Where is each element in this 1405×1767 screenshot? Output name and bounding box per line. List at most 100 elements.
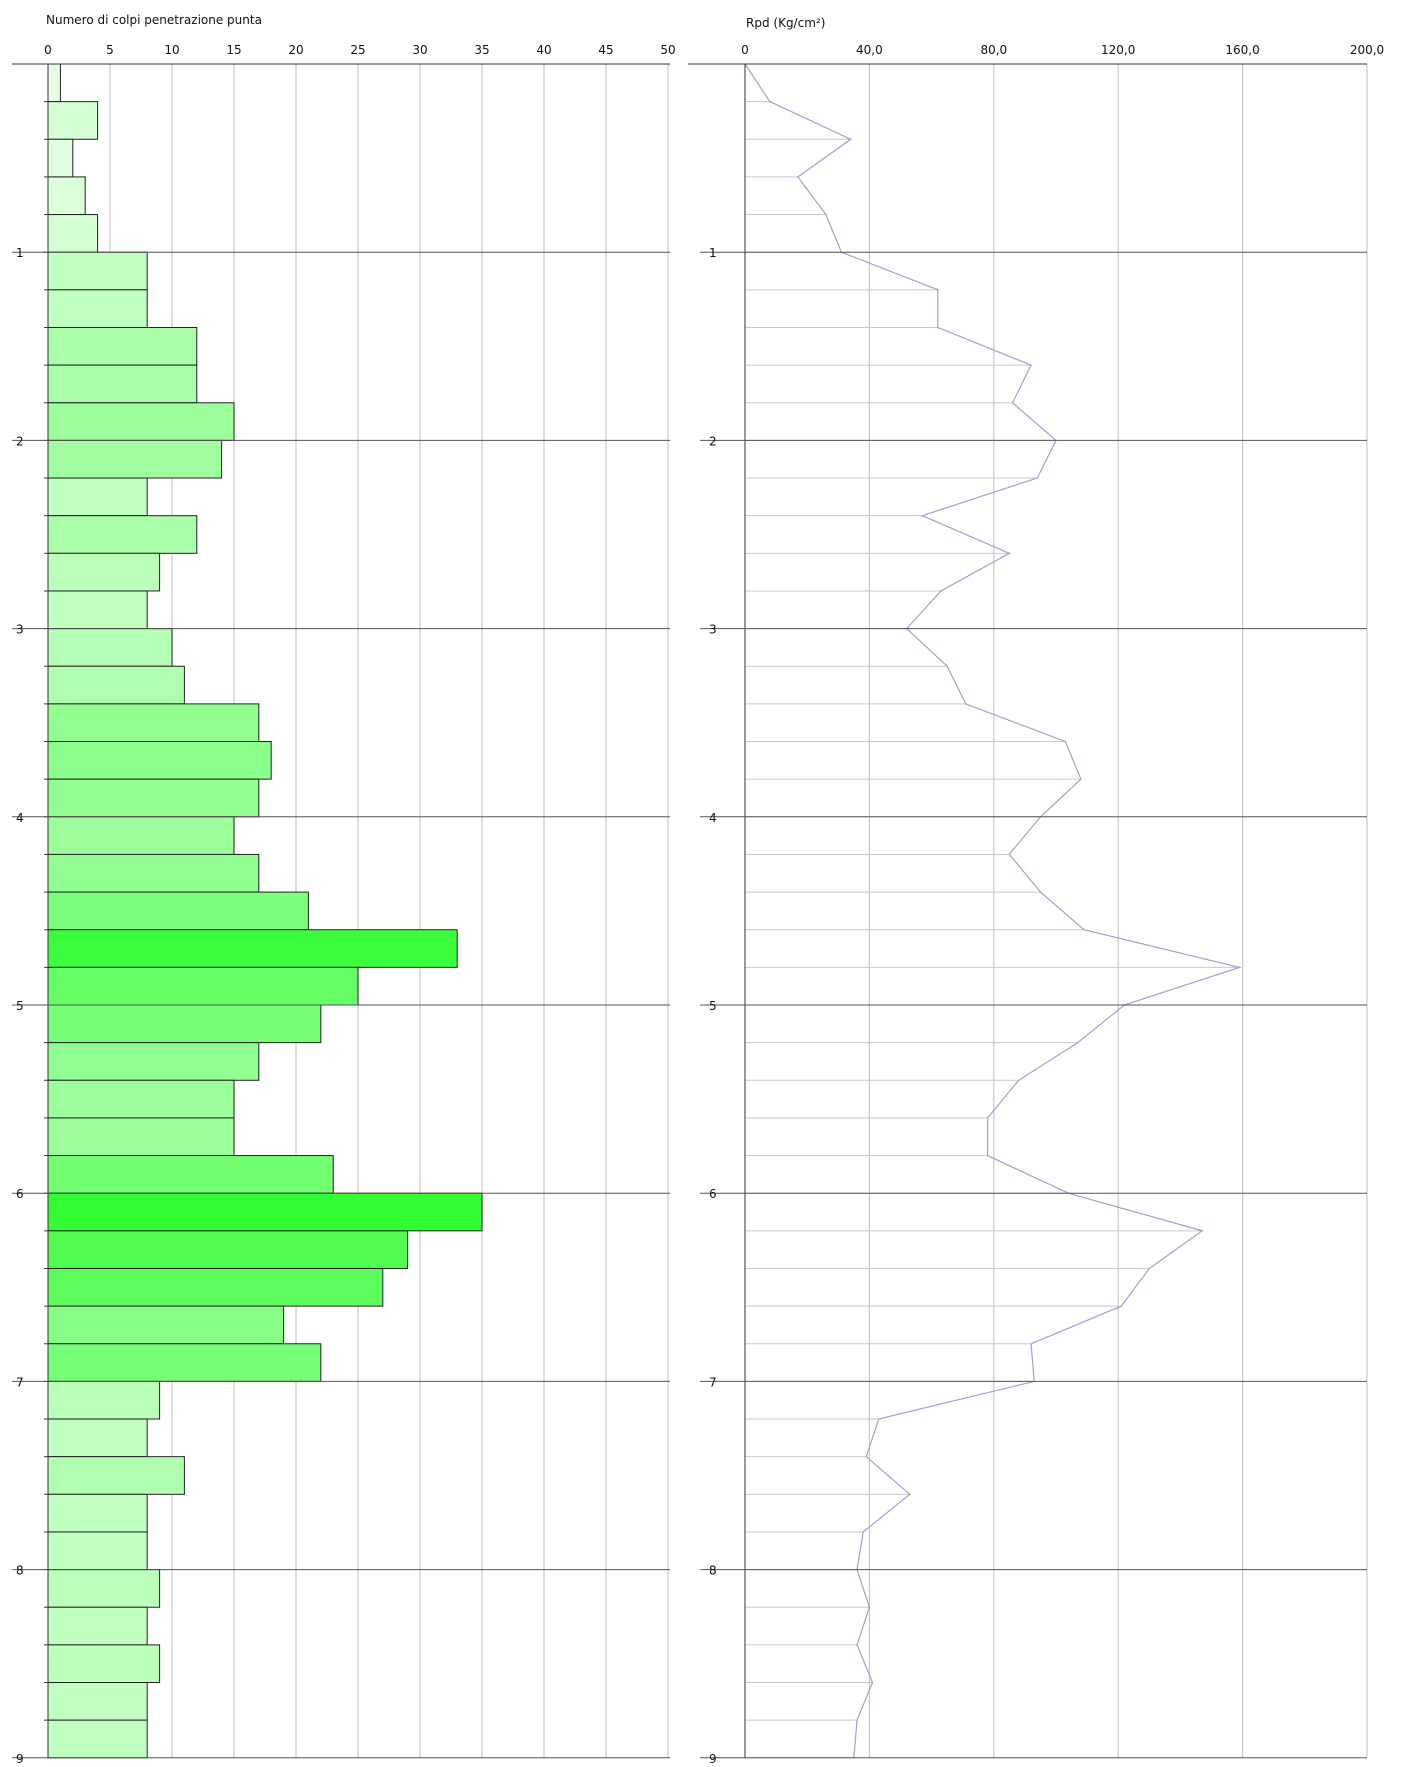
x-tick-label: 5 <box>106 43 114 57</box>
depth-tick-label: 6 <box>709 1187 717 1201</box>
depth-tick-label: 9 <box>16 1752 24 1766</box>
x-tick-label: 20 <box>288 43 303 57</box>
depth-tick-label: 1 <box>709 246 717 260</box>
blow-count-bar <box>47 326 198 366</box>
depth-tick-label: 1 <box>16 246 24 260</box>
rpd-point <box>825 213 827 216</box>
rpd-point <box>1036 477 1039 479</box>
rpd-point <box>1201 1230 1203 1232</box>
blow-count-bar <box>47 176 86 216</box>
blow-count-bar <box>47 364 198 404</box>
depth-tick-label: 8 <box>709 1564 717 1578</box>
rpd-chart: Rpd (Kg/cm²) 0 40,0 80,0 120,0 160,0 200,0 1 2 3… <box>688 16 1384 1766</box>
depth-tick-label: 4 <box>709 811 717 825</box>
x-tick-label: 45 <box>598 43 613 57</box>
rpd-gridlines <box>868 64 1368 1758</box>
blow-count-bar <box>47 214 99 253</box>
blow-count-bar <box>47 1343 322 1382</box>
x-tick-label: 40 <box>536 43 551 57</box>
blow-count-chart-title: Numero di colpi penetrazione punta <box>46 13 262 27</box>
rpd-point <box>797 176 799 178</box>
depth-tick-label: 2 <box>709 434 717 448</box>
x-tick-label: 200,0 <box>1350 43 1384 57</box>
blow-count-bar <box>47 1531 148 1571</box>
rpd-point <box>1039 891 1042 893</box>
blow-count-bar <box>47 1305 285 1345</box>
rpd-series <box>744 63 1242 1759</box>
blow-count-bar <box>47 1719 148 1759</box>
blow-count-bar <box>47 251 148 291</box>
depth-tick-label: 7 <box>16 1375 24 1389</box>
blow-count-bar <box>47 1456 185 1495</box>
rpd-point <box>940 590 942 592</box>
depth-tick-label: 8 <box>16 1564 24 1578</box>
blow-count-bar <box>47 1418 148 1458</box>
rpd-point <box>1017 1079 1020 1082</box>
x-tick-label: 25 <box>350 43 365 57</box>
depth-tick-label: 9 <box>709 1752 717 1766</box>
blow-count-bar <box>47 138 74 178</box>
blow-count-bar <box>47 101 99 140</box>
rpd-point <box>769 100 771 103</box>
x-tick-label: 50 <box>660 43 675 57</box>
depth-tick-label: 5 <box>16 999 24 1013</box>
blow-count-bar <box>47 1644 161 1684</box>
blow-count-bar <box>47 1042 260 1081</box>
rpd-point <box>871 1681 874 1684</box>
blow-count-bar <box>47 891 309 931</box>
blow-count-bar <box>47 853 260 893</box>
x-tick-label: 80,0 <box>980 43 1007 57</box>
x-tick-label: 160,0 <box>1225 43 1259 57</box>
depth-tick-label: 4 <box>16 811 24 825</box>
blow-count-bar <box>47 816 235 855</box>
blow-count-bar <box>47 1004 322 1044</box>
blow-count-bar <box>47 966 359 1006</box>
rpd-point <box>849 138 852 141</box>
blow-count-bar <box>47 1267 384 1307</box>
rpd-chart-title: Rpd (Kg/cm²) <box>746 16 825 30</box>
depth-tick-label: 3 <box>709 623 717 637</box>
blow-count-bar <box>47 741 272 780</box>
blow-count-bar <box>47 665 185 705</box>
x-tick-label: 120,0 <box>1101 43 1135 57</box>
rpd-point <box>1120 1305 1123 1307</box>
blow-count-bar <box>47 289 148 328</box>
rpd-point <box>856 1644 858 1646</box>
rpd-point <box>1064 740 1067 743</box>
x-tick-label: 40,0 <box>856 43 883 57</box>
blow-count-bar <box>47 1155 334 1194</box>
blow-count-bar <box>47 628 173 667</box>
rpd-point <box>1030 1342 1032 1345</box>
blow-count-bar <box>47 1230 409 1269</box>
rpd-point <box>921 514 924 517</box>
rpd-point <box>1080 778 1082 780</box>
blow-count-bar <box>47 552 161 592</box>
x-tick-label: 35 <box>474 43 489 57</box>
blow-count-bar <box>47 477 148 517</box>
rpd-line <box>744 63 1242 1758</box>
rpd-point <box>862 1531 864 1533</box>
blow-count-bar <box>47 1606 148 1646</box>
blow-count-bar <box>47 402 235 441</box>
blow-count-bar <box>47 63 61 103</box>
blow-count-bar <box>47 778 260 818</box>
blow-count-bar <box>47 1079 235 1119</box>
depth-tick-label: 5 <box>709 999 717 1013</box>
blow-count-bar <box>47 1192 483 1232</box>
rpd-point <box>868 1606 871 1609</box>
blow-count-bar <box>47 590 148 630</box>
rpd-point <box>1011 401 1014 404</box>
rpd-point <box>986 1117 989 1119</box>
rpd-point <box>1083 928 1085 931</box>
depth-tick-label: 7 <box>709 1375 717 1389</box>
blow-count-chart: Numero di colpi penetrazione punta 0 5 10 1… <box>12 13 676 1766</box>
rpd-point <box>965 703 967 705</box>
depth-tick-label: 3 <box>16 623 24 637</box>
rpd-point <box>1008 552 1011 555</box>
rpd-point <box>946 665 948 668</box>
blow-count-bar <box>47 1682 148 1721</box>
blow-count-bar <box>47 1493 148 1533</box>
x-tick-label: 30 <box>412 43 427 57</box>
rpd-point <box>865 1455 868 1458</box>
rpd-point <box>1008 853 1011 856</box>
